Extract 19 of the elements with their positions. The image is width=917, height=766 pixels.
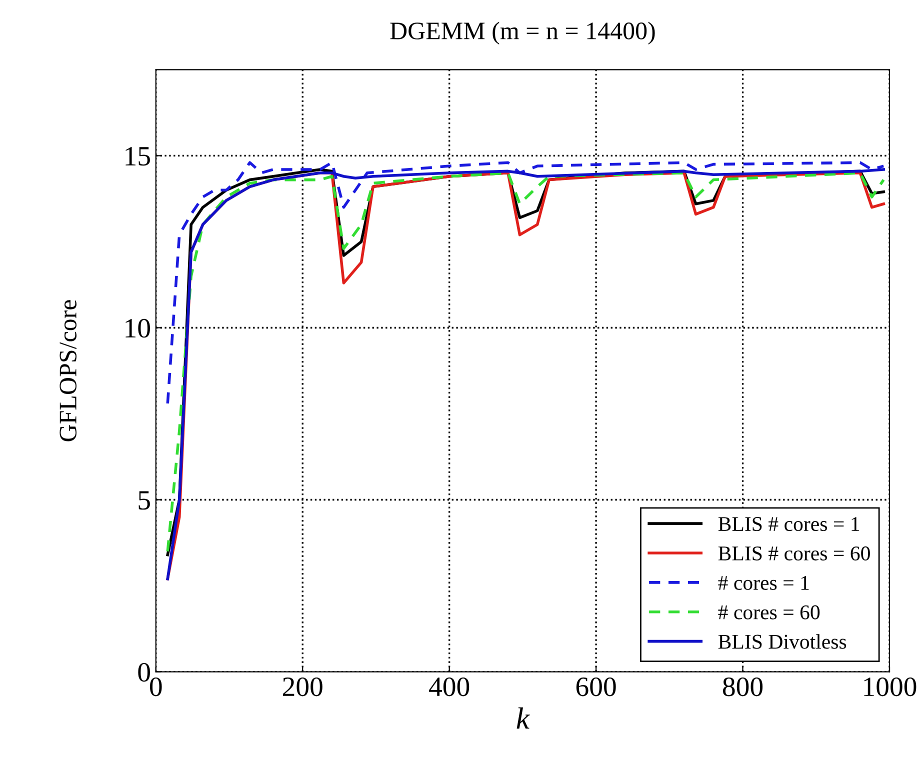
line-series [166,161,886,405]
x-tick-label: 400 [429,677,470,696]
x-tick-label: 1000 [864,677,916,696]
legend-label: BLIS # cores = 1 [718,517,860,532]
x-tick-label: 800 [722,677,763,696]
y-tick-label: 10 [126,318,150,338]
y-tick-label: 5 [138,491,150,510]
x-tick-label: 600 [576,677,616,696]
legend-label: BLIS # cores = 60 [718,546,870,560]
legend-label: BLIS Divotless [718,634,846,649]
x-tick-label: 0 [150,677,162,696]
x-tick-label: 200 [282,677,322,696]
chart-title: DGEMM (m = n = 14400) [390,22,655,44]
y-tick-label: 15 [126,147,150,166]
x-axis-title: k [516,707,530,729]
legend-label: # cores = 60 [718,605,820,620]
y-tick-label: 0 [138,662,150,682]
y-axis-title: GFLOPS/core [60,300,77,442]
legend-label: # cores = 1 [718,576,809,590]
